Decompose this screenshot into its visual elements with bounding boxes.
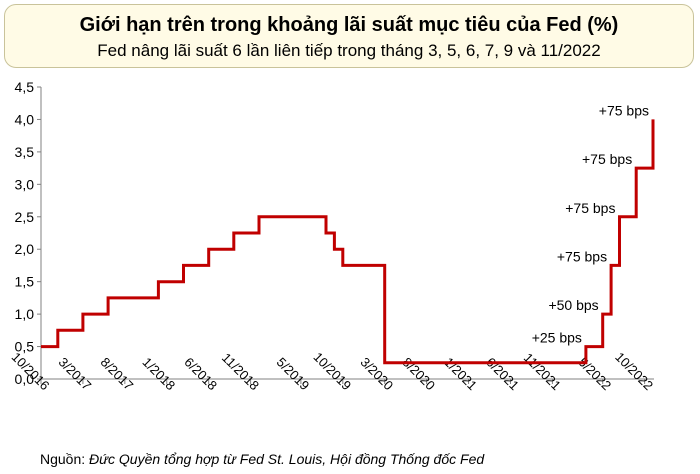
x-tick-label: 8/2017	[98, 354, 137, 393]
y-tick-label: 3,5	[15, 144, 35, 160]
x-tick-label: 8/2020	[399, 354, 438, 393]
rate-hike-label: +75 bps	[565, 200, 615, 216]
x-tick-label: 1/2018	[140, 354, 179, 393]
source-text: Đức Quyền tổng hợp từ Fed St. Louis, Hội…	[89, 451, 485, 467]
y-tick-label: 2,5	[15, 209, 35, 225]
x-tick-label: 5/2019	[274, 354, 313, 393]
rate-series-line	[41, 119, 655, 365]
y-tick-label: 3,0	[15, 176, 35, 192]
x-tick-label: 6/2018	[181, 354, 220, 393]
chart-title: Giới hạn trên trong khoảng lãi suất mục …	[79, 14, 619, 36]
y-tick-label: 1,5	[15, 274, 35, 290]
source-prefix: Nguồn:	[40, 451, 90, 467]
rate-hike-label: +75 bps	[599, 102, 649, 118]
y-tick-label: 4,5	[15, 79, 35, 95]
x-tick-label: 10/2022	[612, 349, 656, 393]
y-tick-label: 4,0	[15, 111, 35, 127]
rate-hike-label: +75 bps	[582, 151, 632, 167]
x-tick-label: 6/2021	[483, 354, 522, 393]
x-tick-label: 11/2018	[219, 350, 262, 393]
y-tick-label: 0,0	[15, 371, 35, 387]
title-box: Giới hạn trên trong khoảng lãi suất mục …	[4, 4, 694, 68]
y-tick-label: 0,5	[15, 339, 35, 355]
y-tick-label: 1,0	[15, 306, 35, 322]
rate-hike-label: +75 bps	[557, 248, 607, 264]
rate-hike-label: +25 bps	[532, 330, 582, 346]
source-note: Nguồn: Đức Quyền tổng hợp từ Fed St. Lou…	[40, 451, 484, 467]
x-tick-label: 5/2022	[575, 354, 614, 393]
x-tick-label: 3/2020	[357, 354, 396, 393]
x-tick-label: 10/2019	[310, 349, 354, 393]
x-tick-label: 11/2021	[521, 350, 564, 393]
chart-subtitle: Fed nâng lãi suất 6 lần liên tiếp trong …	[97, 41, 601, 60]
x-tick-label: 3/2017	[56, 354, 95, 393]
x-tick-label: 1/2021	[441, 354, 480, 393]
rate-hike-label: +50 bps	[548, 297, 598, 313]
y-tick-label: 2,0	[15, 241, 35, 257]
